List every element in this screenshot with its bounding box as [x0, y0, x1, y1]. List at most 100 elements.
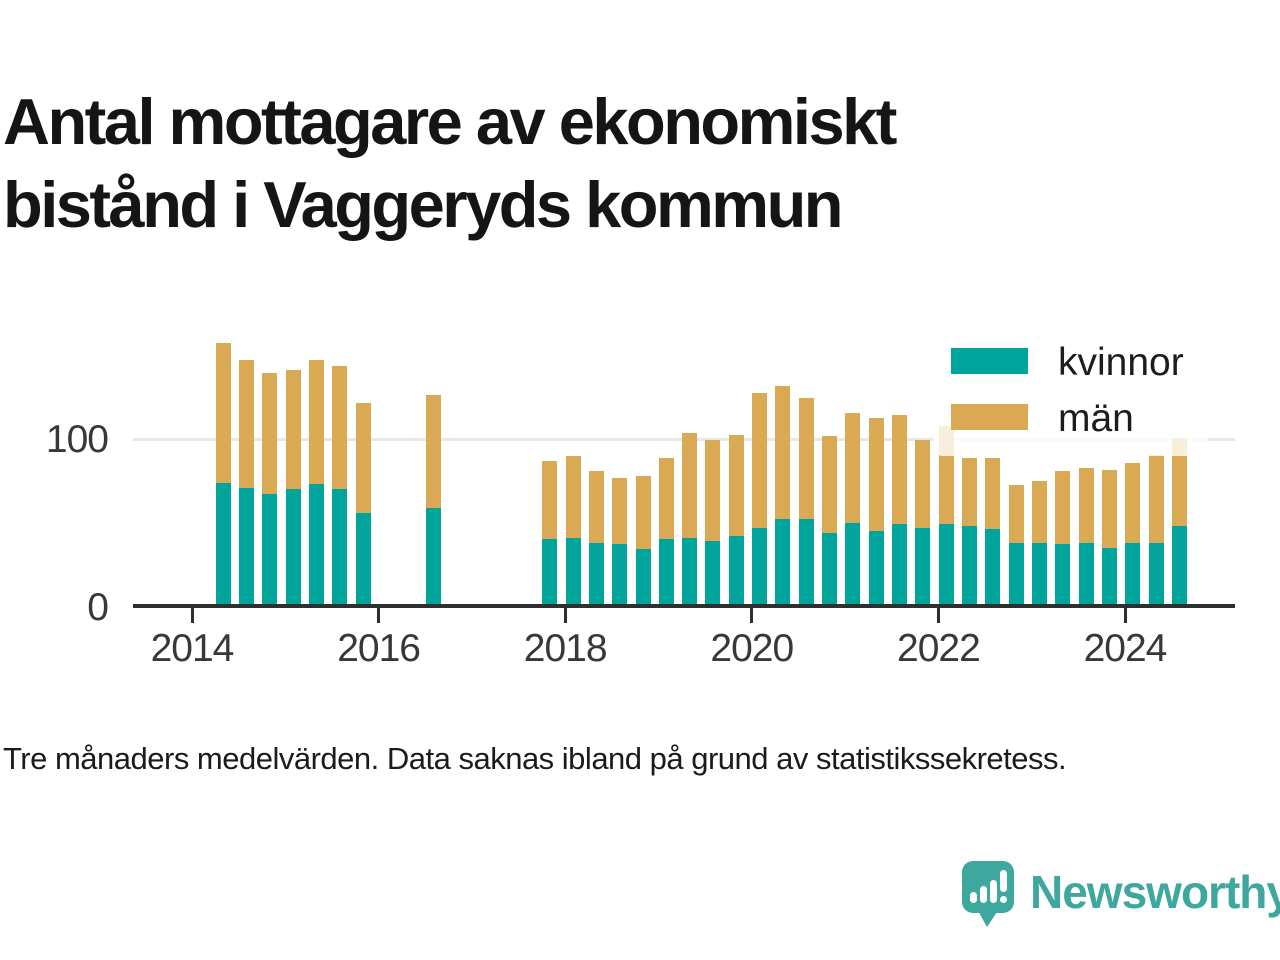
bar-2020-02: [752, 392, 768, 606]
bar-2015-05: [308, 359, 324, 606]
bar-segment-kvinnor: [845, 522, 861, 606]
bar-2020-08: [798, 397, 814, 606]
bar-2023-08: [1078, 467, 1094, 606]
bar-segment-kvinnor: [892, 524, 907, 606]
bar-segment-man: [892, 414, 907, 525]
bar-segment-man: [845, 412, 861, 523]
bar-2019-11: [728, 434, 744, 606]
bar-segment-kvinnor: [1032, 542, 1047, 606]
bar-segment-kvinnor: [262, 494, 278, 606]
bar-segment-kvinnor: [962, 526, 977, 606]
chart-footnote: Tre månaders medelvärden. Data saknas ib…: [3, 741, 1067, 776]
x-axis-label-2024: 2024: [1083, 627, 1168, 670]
x-axis-label-2020: 2020: [710, 627, 794, 670]
bar-2021-08: [892, 414, 907, 606]
bar-segment-kvinnor: [915, 527, 931, 606]
x-axis-tick-2022: [936, 608, 940, 623]
bar-2014-08: [238, 359, 254, 606]
bar-segment-man: [752, 392, 768, 528]
bar-segment-kvinnor: [705, 541, 721, 606]
bar-2015-02: [285, 369, 301, 606]
bar-segment-kvinnor: [1102, 547, 1117, 606]
bar-2024-05: [1148, 454, 1164, 606]
x-axis-line: [133, 604, 1235, 608]
bar-2022-11: [1008, 484, 1024, 606]
bar-segment-man: [238, 359, 254, 488]
bar-segment-kvinnor: [355, 512, 371, 606]
bar-segment-man: [308, 359, 324, 485]
bar-segment-kvinnor: [285, 489, 301, 606]
bar-segment-kvinnor: [588, 542, 604, 606]
bar-segment-man: [355, 402, 371, 513]
bar-segment-kvinnor: [822, 532, 838, 606]
bar-2019-08: [705, 439, 721, 606]
bar-2014-11: [262, 372, 278, 606]
bar-segment-kvinnor: [868, 531, 884, 606]
bar-2021-02: [845, 412, 861, 606]
bar-segment-kvinnor: [1008, 542, 1024, 606]
bar-segment-man: [262, 372, 278, 495]
bar-segment-man: [612, 477, 628, 545]
newsworthy-wordmark: Newsworthy: [1030, 866, 1280, 918]
bar-segment-kvinnor: [308, 484, 324, 606]
bar-segment-kvinnor: [612, 544, 628, 606]
bar-segment-man: [962, 457, 977, 527]
y-axis-label-0: 0: [87, 586, 109, 629]
bar-2023-05: [1055, 471, 1071, 606]
x-axis-tick-2024: [1123, 608, 1127, 623]
x-axis-label-2018: 2018: [523, 627, 608, 670]
bar-segment-man: [1078, 467, 1094, 543]
bar-segment-kvinnor: [728, 536, 744, 606]
bar-2024-08: [1171, 437, 1187, 606]
x-axis-label-2014: 2014: [150, 627, 235, 670]
bar-segment-man: [635, 476, 651, 550]
bar-segment-kvinnor: [215, 482, 231, 606]
bar-2021-11: [915, 439, 931, 606]
bar-segment-man: [332, 366, 348, 490]
bar-segment-man: [1055, 471, 1071, 545]
bar-segment-man: [915, 439, 931, 528]
bar-2016-08: [425, 394, 441, 606]
bar-segment-man: [215, 342, 231, 483]
bar-2015-08: [332, 366, 348, 606]
x-axis-label-2016: 2016: [337, 627, 421, 670]
bar-segment-kvinnor: [1171, 525, 1187, 606]
bar-segment-kvinnor: [1078, 542, 1094, 606]
legend-label-man: män: [1058, 397, 1134, 440]
bar-segment-kvinnor: [635, 549, 651, 606]
bar-segment-kvinnor: [238, 487, 254, 606]
x-axis-tick-2020: [750, 608, 754, 623]
bar-2020-11: [822, 436, 838, 606]
bar-segment-man: [798, 397, 814, 520]
bar-segment-man: [588, 471, 604, 543]
bar-2018-08: [612, 477, 628, 606]
bar-segment-man: [682, 432, 698, 538]
bar-segment-man: [1148, 454, 1164, 543]
bar-2022-08: [985, 457, 1001, 606]
bar-2019-05: [682, 432, 698, 606]
bar-segment-man: [1102, 469, 1117, 548]
bar-segment-kvinnor: [332, 489, 348, 606]
bar-2021-05: [868, 417, 884, 606]
bar-2015-11: [355, 402, 371, 606]
y-axis-label-100: 100: [45, 417, 109, 461]
bar-segment-kvinnor: [938, 524, 954, 606]
bar-2019-02: [658, 457, 674, 606]
x-axis-tick-2016: [377, 608, 381, 623]
x-axis-tick-2014: [190, 608, 194, 623]
bar-2014-05: [215, 342, 231, 606]
bar-2024-02: [1125, 462, 1141, 606]
bar-segment-man: [565, 456, 581, 538]
bar-segment-kvinnor: [565, 537, 581, 606]
newsworthy-logo: Newsworthy: [962, 858, 1280, 933]
bar-segment-kvinnor: [542, 539, 558, 606]
bar-segment-man: [658, 457, 674, 540]
speech-bubble-bar-chart-icon: [962, 861, 1014, 927]
bar-2018-05: [588, 471, 604, 606]
bar-segment-man: [1008, 484, 1024, 543]
bar-segment-kvinnor: [425, 507, 441, 606]
bar-segment-kvinnor: [775, 519, 791, 606]
bar-segment-man: [1032, 481, 1047, 543]
x-axis-label-2022: 2022: [897, 627, 981, 670]
